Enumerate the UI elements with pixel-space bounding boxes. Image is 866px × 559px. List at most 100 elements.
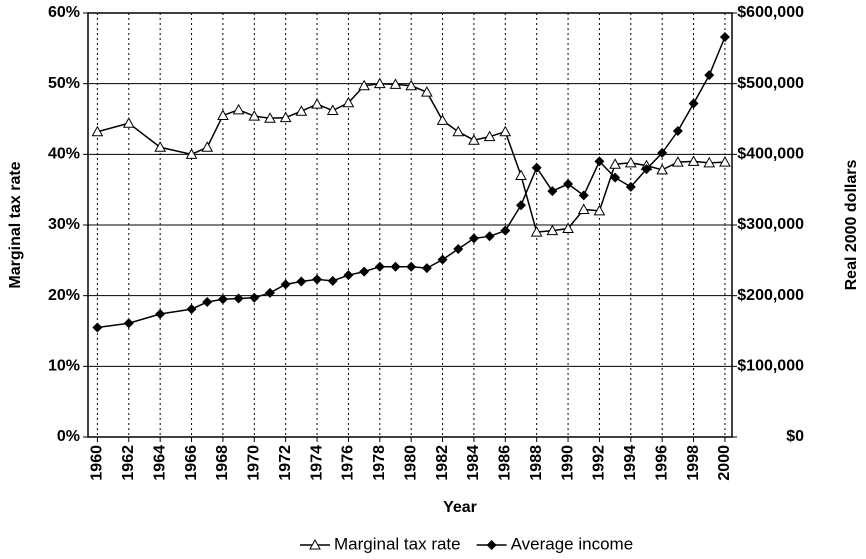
marker <box>468 233 479 244</box>
marker <box>201 141 214 152</box>
marker <box>312 274 323 285</box>
marker <box>359 266 370 277</box>
marker <box>185 148 198 159</box>
marker <box>486 540 497 550</box>
y-tick-label: 30% <box>48 216 80 233</box>
marker <box>343 270 354 281</box>
x-tick-label: 1998 <box>685 445 702 481</box>
x-axis-title: Year <box>443 499 477 516</box>
marker <box>311 98 323 109</box>
marker <box>515 200 526 211</box>
marker <box>91 125 104 137</box>
y-tick-label: 50% <box>48 75 80 92</box>
marker <box>577 203 590 214</box>
y-tick-label: 0% <box>57 428 80 445</box>
y2-tick-label: $400,000 <box>737 146 804 163</box>
x-tick-label: 1986 <box>497 445 514 481</box>
marker <box>326 104 339 116</box>
marker <box>92 322 103 333</box>
x-tick-label: 1972 <box>277 445 294 481</box>
marker <box>421 86 433 97</box>
marker <box>155 309 166 320</box>
y2-tick-label: $300,000 <box>737 216 804 233</box>
marker <box>687 155 700 166</box>
x-tick-label: 1978 <box>371 445 388 481</box>
y-tick-label: 60% <box>48 4 80 21</box>
marker <box>688 98 699 109</box>
x-tick-label: 1982 <box>434 445 451 481</box>
marker <box>453 244 464 255</box>
plot-frame <box>87 12 733 438</box>
y2-tick-label: $500,000 <box>737 75 804 92</box>
marker <box>421 263 432 274</box>
marker <box>389 78 402 89</box>
marker <box>296 276 307 287</box>
marker <box>358 79 370 91</box>
x-tick-label: 1984 <box>465 445 482 481</box>
marker <box>546 224 559 236</box>
marker <box>248 110 261 121</box>
y-tick-label: 20% <box>48 287 80 304</box>
x-tick-label: 1960 <box>89 445 106 481</box>
marker <box>264 112 276 123</box>
marker <box>593 204 606 216</box>
y-tick-label: 10% <box>48 358 80 375</box>
marker <box>232 103 245 115</box>
marker <box>123 318 134 329</box>
marker <box>594 156 605 167</box>
marker <box>483 130 496 142</box>
x-tick-label: 1976 <box>340 445 357 481</box>
marker <box>342 96 355 108</box>
marker <box>217 109 229 120</box>
marker <box>154 141 167 152</box>
marker <box>217 294 228 305</box>
marker <box>309 538 321 550</box>
marker <box>563 179 574 190</box>
marker <box>437 254 448 265</box>
marker <box>499 125 512 137</box>
marker <box>452 125 465 137</box>
x-tick-label: 1968 <box>214 445 231 481</box>
marker <box>656 163 669 175</box>
x-tick-label: 1974 <box>308 445 325 481</box>
y2-tick-label: $600,000 <box>737 4 804 21</box>
marker <box>531 162 542 173</box>
marker <box>578 190 589 201</box>
marker <box>374 261 385 272</box>
x-tick-label: 1966 <box>183 445 200 481</box>
marker <box>233 293 244 304</box>
marker <box>624 156 637 168</box>
legend-label: Marginal tax rate <box>334 534 461 553</box>
marker <box>186 304 197 315</box>
marker <box>264 287 275 298</box>
marker <box>515 169 527 181</box>
x-tick-label: 1964 <box>151 445 168 481</box>
marker <box>249 292 260 303</box>
x-tick-label: 1994 <box>622 445 639 481</box>
marker <box>122 117 135 128</box>
x-tick-label: 1992 <box>591 445 608 481</box>
marker <box>672 126 683 137</box>
x-tick-label: 1988 <box>528 445 545 481</box>
x-tick-label: 1962 <box>120 445 137 481</box>
marker <box>279 111 292 123</box>
marker <box>719 32 730 43</box>
marker <box>405 79 418 91</box>
marker <box>202 297 213 308</box>
x-tick-label: 2000 <box>716 445 733 481</box>
marker <box>641 164 652 175</box>
marker <box>703 156 716 168</box>
marker <box>327 275 338 286</box>
y-axis-title: Marginal tax rate <box>7 161 24 288</box>
marker <box>295 105 308 116</box>
marker <box>704 70 715 81</box>
x-tick-label: 1990 <box>559 445 576 481</box>
marker <box>719 156 731 167</box>
y-tick-label: 40% <box>48 146 80 163</box>
marker <box>373 77 386 89</box>
marker <box>390 261 401 272</box>
marker <box>406 261 417 272</box>
y2-tick-label: $100,000 <box>737 358 804 375</box>
marker <box>468 134 480 145</box>
